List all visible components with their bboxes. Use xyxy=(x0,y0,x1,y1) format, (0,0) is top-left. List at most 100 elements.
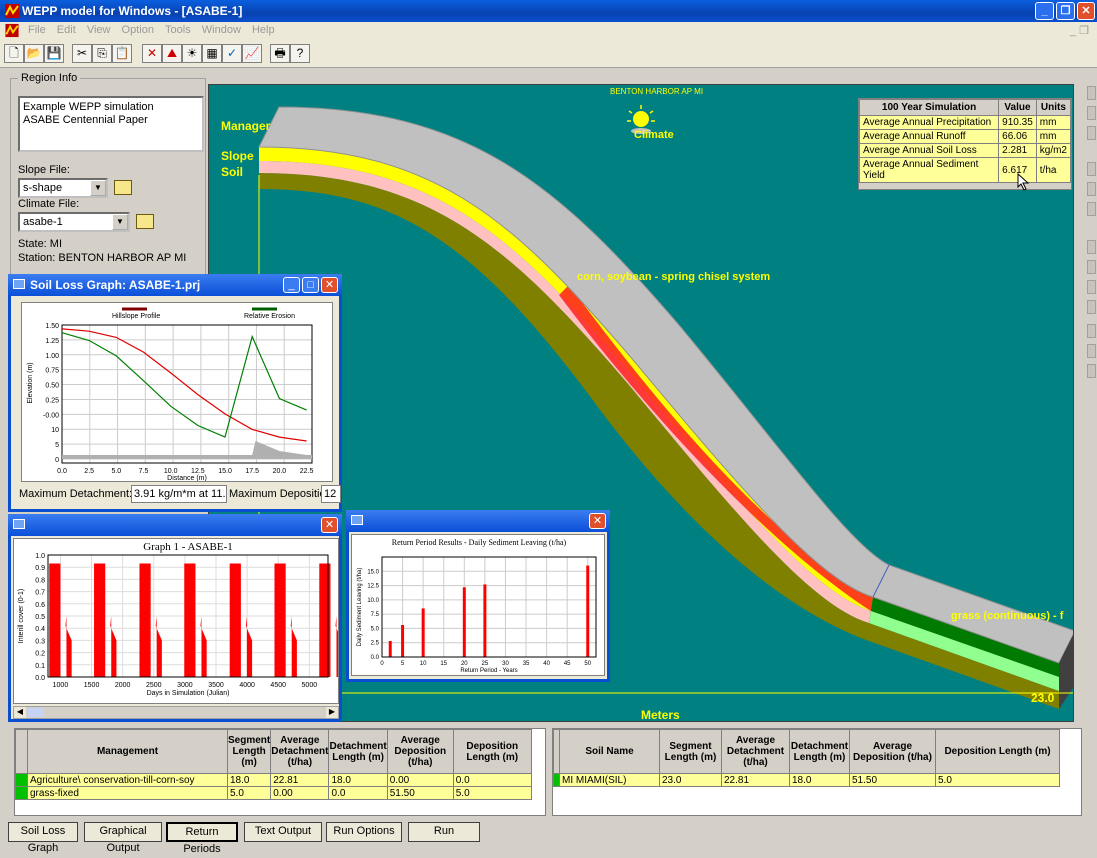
chevron-down-icon[interactable]: ▼ xyxy=(112,214,128,230)
help-icon[interactable]: ? xyxy=(290,44,310,63)
tool-icon[interactable] xyxy=(1087,182,1096,196)
table-row[interactable]: grass-fixed 5.0 0.00 0.0 51.50 5.0 xyxy=(15,786,532,800)
table-row[interactable]: MI MIAMI(SIL) 23.0 22.81 18.0 51.50 5.0 xyxy=(553,773,1060,787)
delete-icon[interactable]: ✕ xyxy=(142,44,162,63)
slope-file-select[interactable]: s-shape ▼ xyxy=(18,178,108,198)
return-periods-button[interactable]: Return Periods xyxy=(166,822,238,855)
cover-bar xyxy=(184,563,196,677)
tool-icon[interactable] xyxy=(1087,126,1096,140)
cell[interactable]: 23.0 xyxy=(659,773,722,787)
chevron-down-icon[interactable]: ▼ xyxy=(90,180,106,196)
management-cell[interactable]: Agriculture\ conservation-till-corn-soy xyxy=(27,773,228,787)
x-tick-label: 35 xyxy=(523,661,530,667)
cell[interactable]: 18.0 xyxy=(226,773,272,787)
climate-file-select[interactable]: asabe-1 ▼ xyxy=(18,212,130,232)
graphical-output-button[interactable]: Graphical Output xyxy=(84,822,162,854)
soil-tool-icon[interactable]: ▦ xyxy=(202,44,222,63)
soil-loss-chart: Hillslope Profile Relative Erosion 1.50 1.2… xyxy=(27,307,313,482)
max-detachment-field[interactable]: 3.91 kg/m*m at 11.3 ( xyxy=(131,485,227,503)
cloud-icon xyxy=(631,128,651,134)
cut-icon[interactable]: ✂ xyxy=(72,44,92,63)
tool-icon[interactable] xyxy=(1087,280,1096,294)
tool-icon[interactable] xyxy=(1087,202,1096,216)
maximize-button[interactable]: ❐ xyxy=(1056,2,1075,20)
check-icon[interactable]: ✓ xyxy=(222,44,242,63)
climate-folder-icon[interactable] xyxy=(136,214,154,229)
open-folder-icon[interactable]: 📂 xyxy=(24,44,44,63)
scroll-right-icon[interactable]: ▶ xyxy=(326,707,338,718)
horizontal-scrollbar[interactable]: ◀ ▶ xyxy=(13,706,339,719)
x-tick-label: 15.0 xyxy=(218,468,232,475)
print-icon[interactable]: 🖶 xyxy=(270,44,290,63)
maximize-button[interactable]: □ xyxy=(302,277,319,293)
table-row[interactable]: Agriculture\ conservation-till-corn-soy … xyxy=(15,773,532,787)
close-button[interactable]: ✕ xyxy=(1077,2,1095,20)
climate-label[interactable]: Climate xyxy=(634,129,674,141)
management-cell[interactable]: grass-fixed xyxy=(27,786,228,800)
cover-bar xyxy=(319,563,331,677)
new-file-icon[interactable]: 🗋 xyxy=(4,44,24,63)
save-icon[interactable]: 💾 xyxy=(44,44,64,63)
copy-icon[interactable]: ⎘ xyxy=(92,44,112,63)
cell: 18.0 xyxy=(328,773,388,787)
scroll-left-icon[interactable]: ◀ xyxy=(14,707,26,718)
run-options-button[interactable]: Run Options xyxy=(326,822,402,842)
max-deposition-field[interactable]: 12 k xyxy=(321,485,341,503)
cover-bar xyxy=(49,563,61,677)
minimize-button[interactable]: _ xyxy=(1035,2,1054,20)
x-tick-label: 15 xyxy=(440,661,447,667)
chart-title: Return Period Results - Daily Sediment L… xyxy=(392,538,567,547)
menu-view[interactable]: View xyxy=(86,24,111,36)
column-header: Management xyxy=(27,729,228,774)
graph1-window[interactable]: ✕ Graph 1 - ASABE-1 1.0 0.9 0.8 0.7 0.6 0.5 0.4… xyxy=(8,514,342,722)
menu-edit[interactable]: Edit xyxy=(56,24,76,36)
return-period-titlebar[interactable] xyxy=(346,510,610,532)
tool-icon[interactable] xyxy=(1087,240,1096,254)
crop2-label: grass (continuous) - f xyxy=(951,610,1064,622)
menu-option[interactable]: Option xyxy=(121,24,154,36)
slope-tool-icon[interactable]: ⛰ xyxy=(162,44,182,63)
cell: 0.0 xyxy=(328,786,388,800)
close-button[interactable]: ✕ xyxy=(589,513,606,529)
run-button[interactable]: Run xyxy=(408,822,480,842)
tool-icon[interactable] xyxy=(1087,162,1096,176)
meters-label: Meters xyxy=(641,708,680,722)
tool-icon[interactable] xyxy=(1087,324,1096,338)
sediment-bar xyxy=(483,584,487,657)
scroll-thumb[interactable] xyxy=(28,708,44,717)
tool-icon[interactable] xyxy=(1087,260,1096,274)
x-tick-label: 3500 xyxy=(208,682,224,689)
tool-icon[interactable] xyxy=(1087,106,1096,120)
soil-loss-graph-button[interactable]: Soil Loss Graph xyxy=(8,822,78,854)
soil-loss-titlebar[interactable]: Soil Loss Graph: ASABE-1.prj xyxy=(8,274,342,296)
slope-folder-icon[interactable] xyxy=(114,180,132,195)
cover-bar xyxy=(94,563,106,677)
close-button[interactable]: ✕ xyxy=(321,277,338,293)
region-description[interactable]: Example WEPP simulation ASABE Centennial… xyxy=(18,96,204,152)
climate-tool-icon[interactable]: ☀ xyxy=(182,44,202,63)
close-button[interactable]: ✕ xyxy=(321,517,338,533)
y-tick-label: 0.2 xyxy=(35,651,45,658)
summary-row: Average Annual Runoff 66.06 mm xyxy=(858,129,1072,144)
soil-cell[interactable]: MI MIAMI(SIL) xyxy=(559,773,660,787)
menu-tools[interactable]: Tools xyxy=(165,24,191,36)
graph1-titlebar[interactable] xyxy=(8,514,342,536)
menu-file[interactable]: File xyxy=(28,24,46,36)
x-tick-label: 25 xyxy=(482,661,489,667)
mdi-controls-icon[interactable]: _ ❐ xyxy=(1069,25,1089,37)
minimize-button[interactable]: _ xyxy=(283,277,300,293)
tool-icon[interactable] xyxy=(1087,364,1096,378)
graph-tool-icon[interactable]: 📈 xyxy=(242,44,262,63)
description-line: Example WEPP simulation xyxy=(23,101,154,113)
sun-icon[interactable] xyxy=(633,111,649,127)
text-output-button[interactable]: Text Output xyxy=(244,822,322,842)
tool-icon[interactable] xyxy=(1087,344,1096,358)
soil-loss-window[interactable]: Soil Loss Graph: ASABE-1.prj _ □ ✕ Hills… xyxy=(8,274,342,512)
tool-icon[interactable] xyxy=(1087,86,1096,100)
paste-icon[interactable]: 📋 xyxy=(112,44,132,63)
menu-help[interactable]: Help xyxy=(251,24,275,36)
menu-window[interactable]: Window xyxy=(201,24,241,36)
tool-icon[interactable] xyxy=(1087,300,1096,314)
cell[interactable]: 5.0 xyxy=(226,786,272,800)
return-period-window[interactable]: ✕ Return Period Results - Daily Sediment… xyxy=(346,510,610,682)
